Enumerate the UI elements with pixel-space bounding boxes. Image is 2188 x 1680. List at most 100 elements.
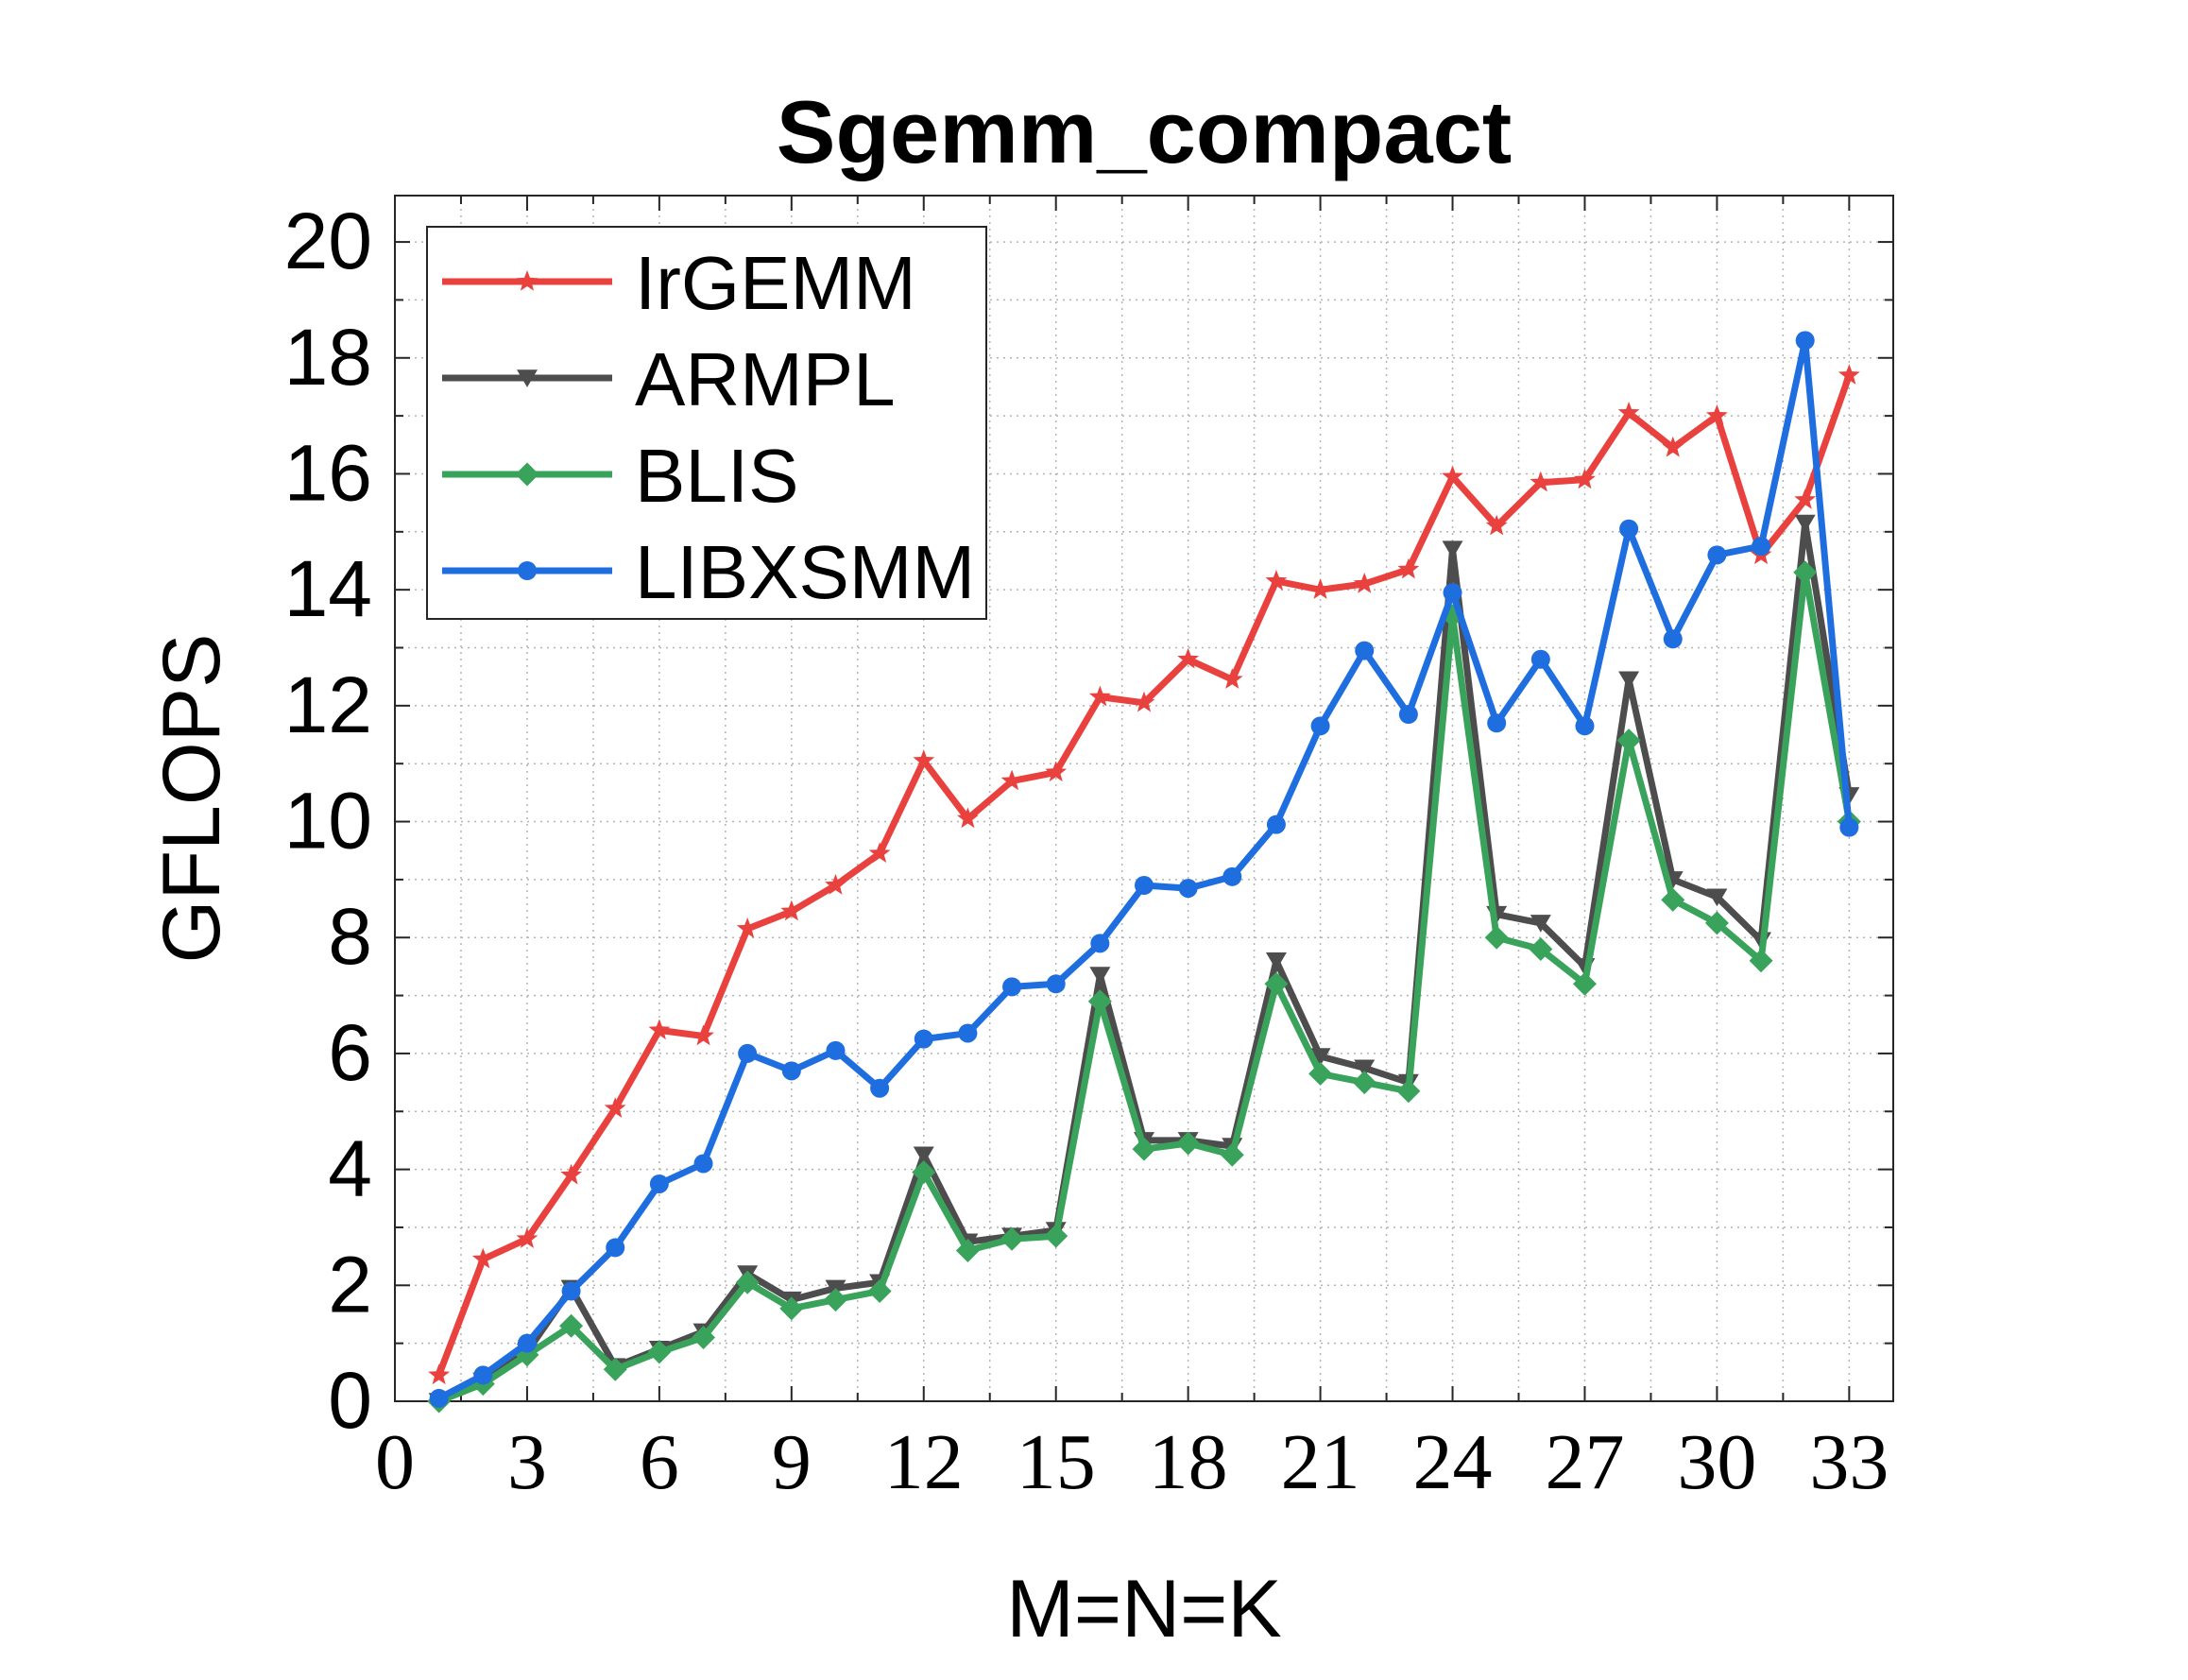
data-point [780, 900, 803, 921]
data-point [1087, 989, 1112, 1014]
data-point [1794, 514, 1816, 533]
data-point [735, 1270, 760, 1294]
data-point [1443, 583, 1462, 603]
data-point [1794, 489, 1817, 509]
data-point [1663, 629, 1683, 649]
data-point [471, 1247, 494, 1269]
data-point [1352, 1071, 1376, 1095]
data-point [649, 1174, 669, 1193]
data-point [826, 1040, 846, 1060]
y-tick-label: 12 [284, 660, 372, 749]
data-point [604, 1097, 626, 1118]
x-tick-label: 27 [1545, 1418, 1624, 1506]
data-point [518, 561, 537, 580]
data-point [1572, 971, 1597, 996]
data-point [516, 270, 538, 291]
x-tick-label: 12 [884, 1418, 964, 1506]
x-tick-label: 9 [772, 1418, 812, 1506]
y-tick-label: 4 [328, 1124, 372, 1213]
legend-label: BLIS [635, 434, 798, 518]
data-point [1133, 691, 1155, 712]
data-point [1838, 364, 1860, 385]
data-point [1264, 971, 1289, 996]
data-point [1793, 560, 1818, 585]
data-point [1575, 716, 1595, 736]
data-point [914, 1029, 933, 1049]
data-point [1220, 1142, 1244, 1167]
data-point [1177, 647, 1200, 669]
data-point [1221, 668, 1243, 689]
data-point [1795, 331, 1815, 351]
y-tick-label: 10 [284, 777, 372, 866]
legend-item-blis: BLIS [442, 434, 798, 518]
data-point [559, 1313, 584, 1338]
data-point [958, 1023, 978, 1043]
data-point [1616, 729, 1641, 753]
y-tick-label: 16 [284, 428, 372, 517]
data-point [1308, 1061, 1333, 1086]
data-point [517, 369, 538, 387]
y-tick-label: 20 [284, 197, 372, 285]
data-point [1442, 540, 1463, 559]
data-point [1002, 977, 1022, 997]
data-point [736, 917, 759, 938]
data-point [1309, 1048, 1331, 1066]
data-point [516, 1227, 538, 1248]
data-point [428, 1363, 451, 1385]
data-point [693, 1154, 713, 1174]
data-point [1706, 404, 1728, 425]
data-point [870, 1078, 890, 1098]
data-point [1618, 671, 1640, 690]
legend-item-armpl: ARMPL [442, 337, 896, 421]
y-tick-label: 0 [328, 1356, 372, 1445]
data-point [560, 1163, 582, 1185]
data-point [825, 874, 846, 895]
x-tick-label: 33 [1809, 1418, 1889, 1506]
data-point [473, 1365, 493, 1385]
legend-label: IrGEMM [635, 241, 916, 325]
legend-label: LIBXSMM [635, 530, 975, 614]
series-libxsmm [429, 331, 1859, 1408]
data-point [1176, 1131, 1201, 1156]
data-point [515, 462, 539, 487]
legend-item-libxsmm: LIBXSMM [442, 530, 975, 614]
data-point [868, 842, 891, 863]
data-point [1619, 519, 1639, 539]
data-point [1661, 887, 1685, 912]
data-point [1310, 716, 1330, 736]
data-point [1487, 713, 1507, 733]
data-point [1265, 951, 1287, 970]
data-point [1090, 934, 1110, 953]
data-point [738, 1043, 758, 1063]
data-point [1530, 471, 1552, 492]
data-point [1485, 514, 1508, 536]
series-layer [427, 331, 1861, 1414]
data-point [781, 1061, 801, 1081]
series-irgemm [428, 364, 1860, 1385]
data-point [647, 1340, 672, 1364]
data-point [1088, 685, 1111, 707]
data-point [692, 1326, 716, 1350]
x-tick-label: 18 [1149, 1418, 1228, 1506]
data-point [517, 1333, 537, 1353]
data-point [692, 1024, 714, 1046]
data-point [1530, 915, 1551, 933]
data-point [957, 807, 979, 829]
data-point [1046, 974, 1066, 994]
x-tick-label: 21 [1281, 1418, 1360, 1506]
data-point [1662, 436, 1684, 457]
data-point [913, 1146, 934, 1165]
data-point [1707, 545, 1727, 565]
x-axis-label: M=N=K [1006, 1564, 1282, 1654]
y-tick-label: 2 [328, 1240, 372, 1329]
data-point [1749, 949, 1773, 973]
data-point [648, 1019, 671, 1040]
x-tick-label: 15 [1017, 1418, 1096, 1506]
data-point [1484, 925, 1509, 950]
data-point [1354, 1059, 1376, 1078]
legend-box [426, 226, 987, 620]
chart-title: Sgemm_compact [777, 82, 1512, 181]
data-point [823, 1288, 847, 1312]
